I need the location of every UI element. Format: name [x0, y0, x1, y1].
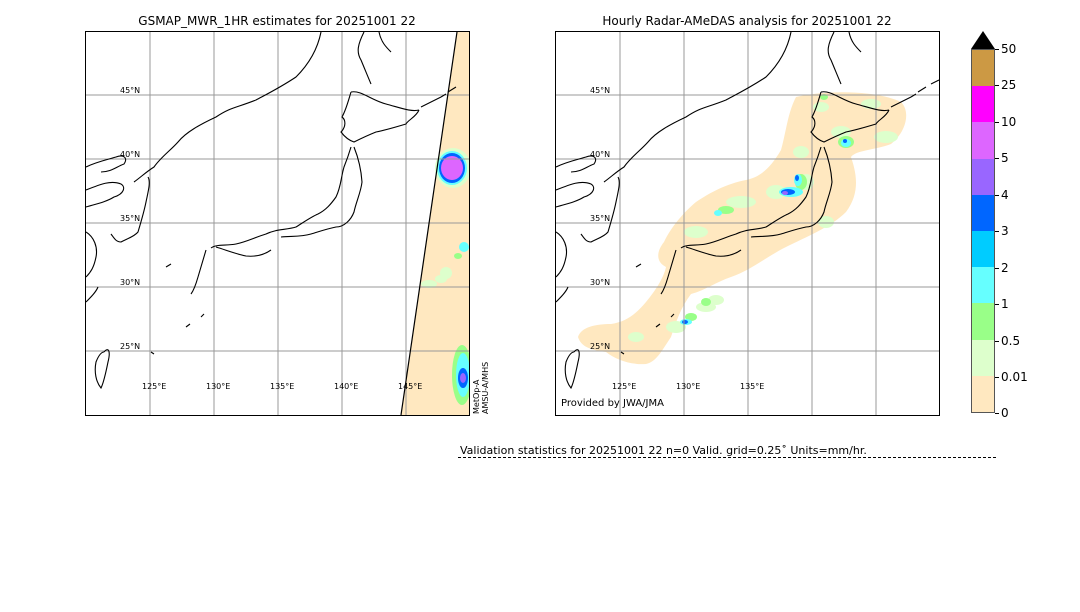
colorbar-seg-0.01-0.5 [972, 339, 994, 376]
radar-coverage [578, 92, 907, 365]
colorbar-seg-25-50 [972, 50, 994, 87]
rain-cell-south [452, 345, 469, 405]
left-map-panel: 45°N 40°N 35°N 30°N 25°N 125°E 130°E 135… [85, 31, 470, 416]
colorbar-seg-2-3 [972, 231, 994, 268]
lon-label-145: 145°E [398, 382, 423, 391]
lat-label-25: 25°N [120, 342, 141, 351]
lat-label-35: 35°N [120, 214, 141, 223]
lat-label-35: 35°N [590, 214, 611, 223]
satellite-label-2: AMSU-A/MHS [481, 361, 490, 414]
lat-label-40: 40°N [590, 150, 611, 159]
colorbar-seg-5-10 [972, 122, 994, 159]
lon-label-135: 135°E [270, 382, 295, 391]
colorbar-label-3: 3 [1001, 224, 1009, 238]
lon-label-130: 130°E [676, 382, 701, 391]
left-map-svg [86, 32, 469, 415]
graticule [556, 32, 939, 415]
coastlines [556, 32, 939, 389]
validation-divider [458, 457, 996, 458]
colorbar-seg-0-0.01 [972, 375, 994, 413]
colorbar-label-1: 1 [1001, 297, 1009, 311]
lon-label-140: 140°E [334, 382, 359, 391]
colorbar-label-4: 4 [1001, 188, 1009, 202]
satellite-label-1: MetOp-A [472, 379, 481, 414]
lat-label-30: 30°N [120, 278, 141, 287]
coastlines [86, 32, 457, 389]
colorbar-seg-1-2 [972, 267, 994, 304]
lat-label-45: 45°N [120, 86, 141, 95]
right-map-svg [556, 32, 939, 415]
colorbar-seg-10-25 [972, 86, 994, 123]
left-panel-title: GSMAP_MWR_1HR estimates for 20251001 22 [138, 14, 416, 28]
colorbar-label-2: 2 [1001, 261, 1009, 275]
graticule [86, 32, 469, 415]
lat-label-30: 30°N [590, 278, 611, 287]
lon-label-135: 135°E [740, 382, 765, 391]
right-map-panel: 45°N 40°N 35°N 30°N 25°N 125°E 130°E 135… [555, 31, 940, 416]
colorbar-seg-0.5-1 [972, 303, 994, 340]
lat-label-25: 25°N [590, 342, 611, 351]
colorbar-seg-4-5 [972, 158, 994, 195]
colorbar-label-10: 10 [1001, 115, 1017, 129]
lon-label-125: 125°E [612, 382, 637, 391]
colorbar-label-0: 0 [1001, 406, 1009, 420]
colorbar-label-0.01: 0.01 [1001, 370, 1028, 384]
lon-label-130: 130°E [206, 382, 231, 391]
colorbar-seg-3-4 [972, 194, 994, 232]
lat-label-40: 40°N [120, 150, 141, 159]
colorbar-label-5: 5 [1001, 151, 1009, 165]
colorbar-label-0.5: 0.5 [1001, 334, 1021, 348]
lon-label-125: 125°E [142, 382, 167, 391]
lat-label-45: 45°N [590, 86, 611, 95]
right-panel-title: Hourly Radar-AMeDAS analysis for 2025100… [602, 14, 892, 28]
data-credit: Provided by JWA/JMA [561, 398, 664, 409]
colorbar-label-25: 25 [1001, 78, 1017, 92]
colorbar [971, 49, 995, 413]
colorbar-label-50: 50 [1001, 42, 1017, 56]
colorbar-extend-arrow [971, 31, 995, 49]
rain-cell-north [435, 148, 469, 188]
validation-statistics: Validation statistics for 20251001 22 n=… [460, 444, 867, 457]
